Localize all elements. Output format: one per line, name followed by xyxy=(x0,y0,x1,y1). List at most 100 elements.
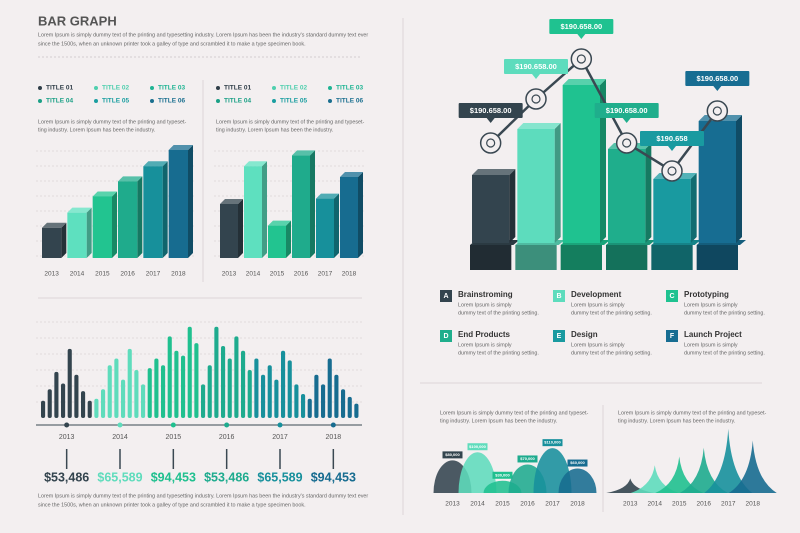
axis-dot xyxy=(330,422,336,428)
bar xyxy=(254,358,259,418)
bar-side xyxy=(690,173,697,243)
value-tag xyxy=(567,459,588,467)
x-tick-label: 2018 xyxy=(570,501,585,508)
total-label: $53,486 xyxy=(44,470,89,484)
description: Lorem Ipsum is simply xyxy=(458,302,512,308)
x-tick-label: 2014 xyxy=(246,271,261,278)
bar xyxy=(42,227,62,258)
legend-label: TITLE 06 xyxy=(336,98,363,105)
x-tick-label: 2014 xyxy=(112,434,128,441)
dome xyxy=(558,468,597,493)
bar xyxy=(698,121,736,243)
value-label: $60,000 xyxy=(570,460,585,465)
line-icon xyxy=(712,106,722,116)
callout-pointer xyxy=(486,118,495,123)
item-letter: D xyxy=(443,333,448,340)
x-tick-label: 2013 xyxy=(44,271,59,278)
bar xyxy=(227,358,232,418)
peak xyxy=(704,428,753,493)
x-tick-label: 2013 xyxy=(222,271,237,278)
line-point xyxy=(706,100,729,122)
bar-side xyxy=(554,123,561,243)
bar xyxy=(81,391,86,418)
item-badge xyxy=(553,330,565,342)
legend-marker xyxy=(272,99,276,103)
bar-side xyxy=(286,220,291,258)
bar-side xyxy=(238,199,243,258)
bar xyxy=(141,384,146,418)
bar xyxy=(301,394,306,418)
peak xyxy=(679,447,728,493)
bar xyxy=(221,346,226,418)
bar-top xyxy=(220,199,243,204)
item-title: Prototyping xyxy=(684,290,729,299)
description: ting industry. Lorem Ipsum has been the … xyxy=(618,418,735,424)
legend-label: TITLE 02 xyxy=(280,85,307,92)
x-tick-label: 2017 xyxy=(545,501,560,508)
bar xyxy=(92,196,112,258)
bar-base xyxy=(651,245,693,270)
bar xyxy=(127,348,132,418)
legend-label: TITLE 04 xyxy=(224,98,251,105)
callout xyxy=(594,103,659,118)
callout-label: $190.658.00 xyxy=(696,74,738,83)
x-tick-label: 2016 xyxy=(294,271,309,278)
bar xyxy=(244,166,262,258)
item-title: Launch Project xyxy=(684,330,742,339)
legend-marker xyxy=(94,86,98,90)
value-label: $80,000 xyxy=(445,452,460,457)
bar xyxy=(562,85,600,243)
bar xyxy=(340,177,358,258)
axis-dot xyxy=(224,422,230,428)
callout-pointer xyxy=(668,146,676,151)
bar xyxy=(608,149,646,243)
page-title: BAR GRAPH xyxy=(38,13,117,28)
item-title: End Products xyxy=(458,330,511,339)
item-title: Brainstroming xyxy=(458,290,513,299)
bar-side xyxy=(188,145,193,258)
description: ting industry. Lorem Ipsum has been the … xyxy=(216,127,333,133)
x-tick-label: 2017 xyxy=(318,271,333,278)
bar-side xyxy=(509,169,516,243)
bar xyxy=(121,379,126,418)
dome xyxy=(458,452,497,493)
callout-label: $190.658.00 xyxy=(606,106,648,115)
bar xyxy=(47,389,52,418)
bar xyxy=(472,175,510,243)
bar xyxy=(174,350,179,418)
item-badge xyxy=(666,330,678,342)
x-tick-label: 2016 xyxy=(219,434,235,441)
line-icon xyxy=(486,138,496,148)
bar-side xyxy=(262,161,267,258)
total-label: $65,589 xyxy=(257,470,302,484)
description: Lorem Ipsum is simply dummy text of the … xyxy=(38,119,187,125)
bar-side xyxy=(162,161,168,258)
bar-top xyxy=(42,222,67,228)
axis-dot xyxy=(277,422,283,428)
x-tick-label: 2014 xyxy=(70,271,85,278)
peak xyxy=(630,465,679,493)
x-tick-label: 2015 xyxy=(270,271,285,278)
bar xyxy=(267,365,272,418)
item-title: Development xyxy=(571,290,622,299)
description: Lorem Ipsum is simply xyxy=(684,342,738,348)
x-tick-label: 2017 xyxy=(272,434,288,441)
callout xyxy=(458,103,523,118)
description: ting industry. Lorem Ipsum has been the … xyxy=(440,418,557,424)
description: Lorem Ipsum is simply dummy text of the … xyxy=(440,410,589,416)
axis-dot xyxy=(170,422,176,428)
callout-label: $190.658.00 xyxy=(560,22,602,31)
peak xyxy=(728,440,777,493)
value-label: $110,000 xyxy=(544,440,561,445)
x-tick-label: 2015 xyxy=(495,501,510,508)
description: Lorem Ipsum is simply xyxy=(684,302,738,308)
item-badge xyxy=(440,330,452,342)
bar-top xyxy=(168,145,193,150)
bar xyxy=(114,358,119,418)
legend-marker xyxy=(150,99,154,103)
legend-marker xyxy=(328,86,332,90)
bar xyxy=(294,384,299,418)
bar xyxy=(41,400,46,418)
item-badge xyxy=(666,290,678,302)
